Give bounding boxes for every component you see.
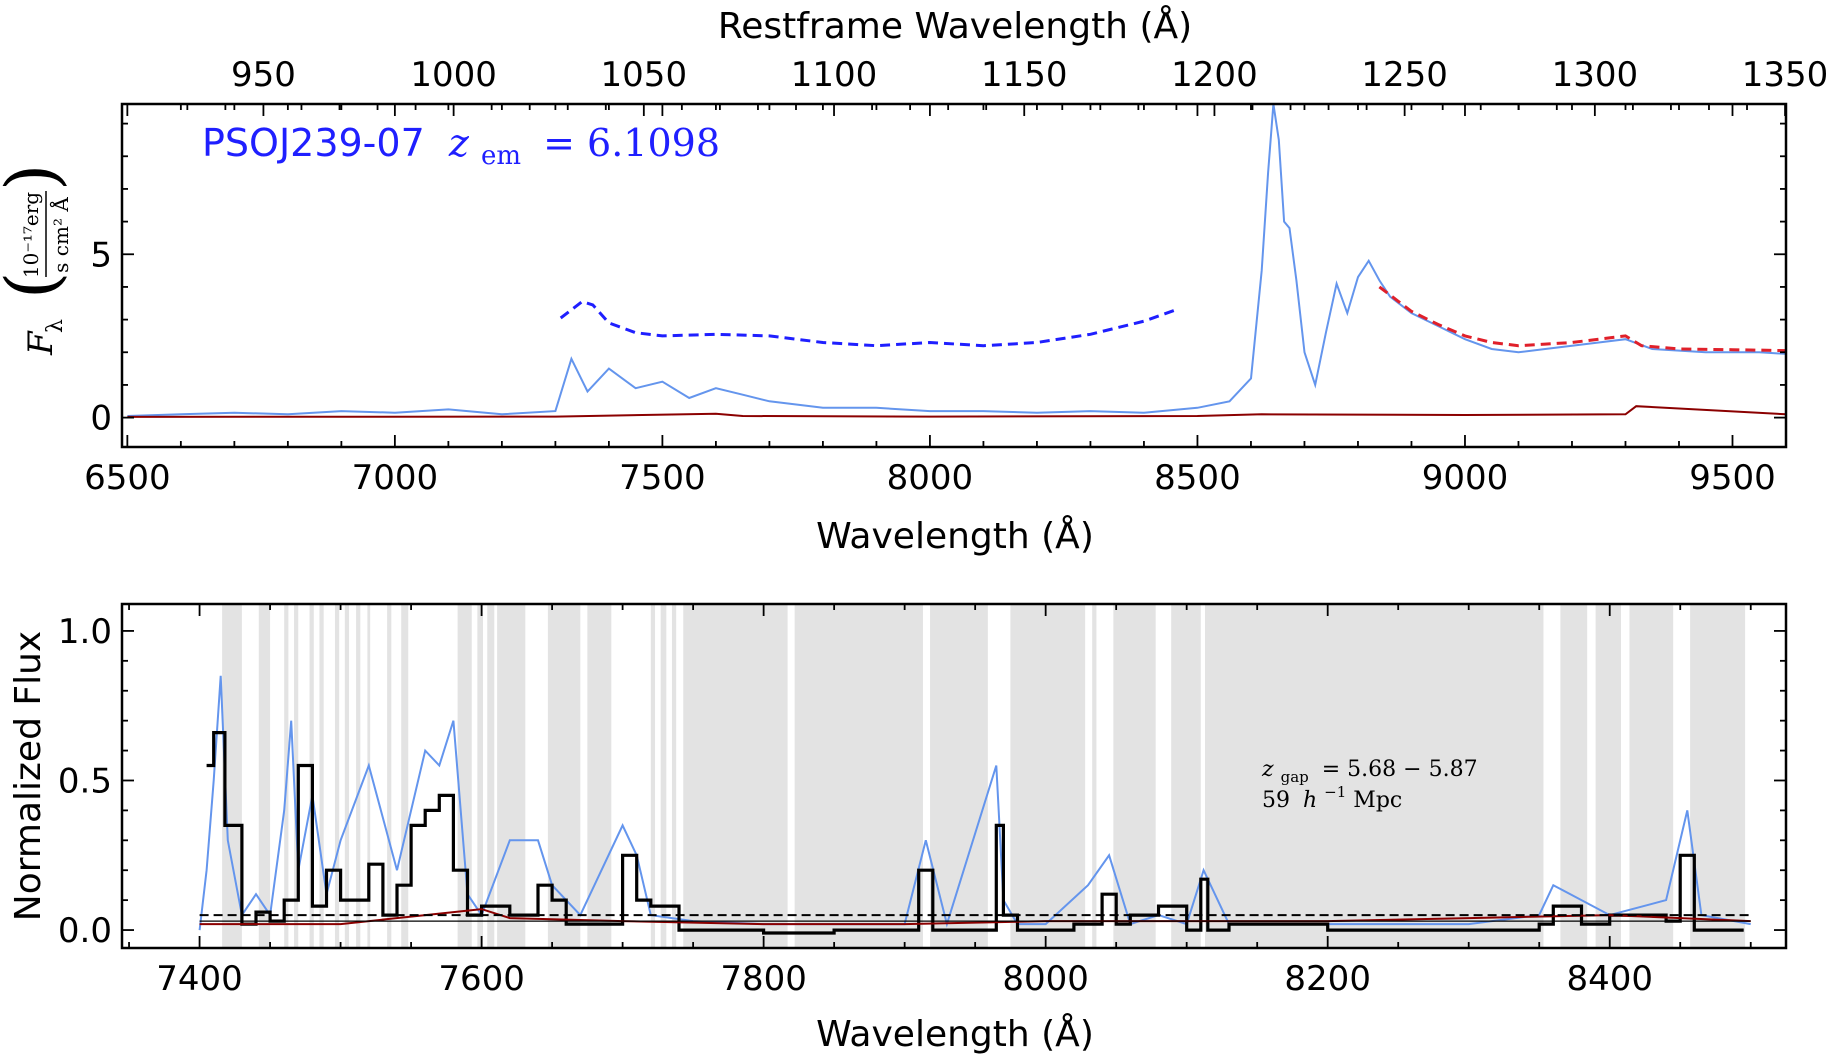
y-label-paren-left: ( (0, 272, 73, 299)
shaded-region (1205, 604, 1544, 948)
top-panel: 6500 7000 7500 8000 8500 9000 9500 0 5 950 1000 105… (0, 4, 1827, 557)
annotation-z: z (1261, 757, 1274, 782)
top-restframe-tick-label: 1350 (1742, 55, 1827, 95)
shaded-region (683, 604, 788, 948)
top-annotation-z-value: = 6.1098 (543, 121, 720, 165)
x-tick-label: 7500 (619, 458, 706, 498)
y-tick-label: 0.5 (58, 761, 112, 801)
x-tick-label: 8200 (1284, 959, 1371, 999)
shaded-region (356, 604, 361, 948)
shaded-region (1113, 604, 1156, 948)
shaded-region (930, 604, 988, 948)
y-tick-label: 5 (90, 235, 112, 275)
shaded-region (1560, 604, 1588, 948)
y-tick-label: 0 (90, 399, 112, 439)
shaded-region (671, 604, 677, 948)
annotation-distance-prefix: 59 (1262, 788, 1297, 813)
shaded-region (1171, 604, 1201, 948)
x-tick-label: 9500 (1689, 458, 1776, 498)
y-label-unit-denominator: s cm² Å (48, 197, 73, 273)
top-x-axis-label: Wavelength (Å) (816, 514, 1094, 557)
shaded-region (487, 604, 495, 948)
shaded-region (650, 604, 656, 948)
annotation-h: h (1303, 788, 1317, 813)
top-restframe-tick-label: 1050 (601, 55, 688, 95)
shaded-region (344, 604, 350, 948)
annotation-z-range: = 5.68 − 5.87 (1322, 757, 1478, 782)
y-label-paren-right: ) (0, 164, 73, 191)
shaded-region (660, 604, 667, 948)
top-restframe-tick-label: 1100 (791, 55, 878, 95)
top-secondary-x-axis-label: Restframe Wavelength (Å) (718, 4, 1192, 47)
x-tick-label: 7400 (156, 959, 243, 999)
shaded-region (401, 604, 409, 948)
series-line-2 (199, 908, 1751, 926)
shaded-region (1010, 604, 1086, 948)
shaded-region (258, 604, 271, 948)
top-restframe-tick-label: 1300 (1552, 55, 1639, 95)
annotation-unit: Mpc (1353, 788, 1402, 813)
annotation-z-subscript: gap (1281, 768, 1309, 786)
shaded-region (367, 604, 371, 948)
top-annotation-z: z (448, 121, 470, 165)
top-annotation-object: PSOJ239-07 (202, 121, 425, 165)
bottom-annotation-line2: 59 h −1 Mpc (1262, 778, 1402, 813)
top-restframe-tick-label: 1200 (1171, 55, 1258, 95)
y-label-subscript: λ (43, 319, 68, 333)
shaded-region (1629, 604, 1674, 948)
top-frame (120, 102, 1788, 449)
bottom-frame (120, 602, 1788, 950)
x-tick-label: 6500 (84, 458, 171, 498)
top-annotation-z-subscript: em (481, 141, 521, 171)
top-y-axis-label: F λ ( 10⁻¹⁷erg s cm² Å ) (0, 164, 73, 356)
x-tick-label: 8000 (887, 458, 974, 498)
shaded-region (1092, 604, 1097, 948)
shaded-region (1595, 604, 1622, 948)
shaded-region (294, 604, 299, 948)
x-tick-label: 8400 (1566, 959, 1653, 999)
shaded-region (497, 604, 526, 948)
bottom-plot-area (198, 604, 1751, 948)
shaded-region (387, 604, 392, 948)
top-restframe-tick-label: 1250 (1361, 55, 1448, 95)
x-tick-label: 7000 (352, 458, 439, 498)
top-axes: 6500 7000 7500 8000 8500 9000 9500 0 5 950 1000 105… (84, 55, 1827, 498)
top-annotation: PSOJ239-07 z em = 6.1098 (202, 121, 720, 173)
top-restframe-tick-label: 1000 (410, 55, 497, 95)
shaded-region (587, 604, 612, 948)
x-tick-label: 7800 (720, 959, 807, 999)
y-tick-label: 0.0 (58, 911, 112, 951)
x-tick-label: 8000 (1002, 959, 1089, 999)
top-restframe-tick-label: 1150 (981, 55, 1068, 95)
shaded-region (457, 604, 472, 948)
series-line-3 (1378, 285, 1786, 353)
top-restframe-tick-label: 950 (231, 55, 296, 95)
series-line-1 (127, 405, 1786, 418)
bottom-panel: 7400 7600 7800 8000 8200 8400 0.0 0.5 1.0 z gap … (8, 602, 1788, 1055)
x-tick-label: 8500 (1154, 458, 1241, 498)
bottom-axes: 7400 7600 7800 8000 8200 8400 0.0 0.5 1.0 (58, 604, 1786, 999)
x-tick-label: 9000 (1422, 458, 1509, 498)
x-tick-label: 7600 (438, 959, 525, 999)
bottom-y-axis-label: Normalized Flux (8, 631, 49, 921)
top-plot-area (127, 104, 1786, 418)
series-line-2 (559, 299, 1177, 348)
annotation-h-exponent: −1 (1324, 783, 1346, 801)
series-line-0 (127, 104, 1786, 417)
shaded-region (1690, 604, 1746, 948)
shaded-region (477, 604, 484, 948)
shaded-region (222, 604, 242, 948)
y-label-unit-numerator: 10⁻¹⁷erg (19, 192, 43, 278)
shaded-region (334, 604, 340, 948)
y-tick-label: 1.0 (58, 612, 112, 652)
shaded-region (319, 604, 324, 948)
bottom-x-axis-label: Wavelength (Å) (816, 1012, 1094, 1055)
series-line-1 (206, 731, 1744, 935)
bottom-annotation-line1: z gap = 5.68 − 5.87 (1261, 757, 1478, 788)
shaded-region (794, 604, 923, 948)
y-label-symbol: F (21, 330, 61, 356)
